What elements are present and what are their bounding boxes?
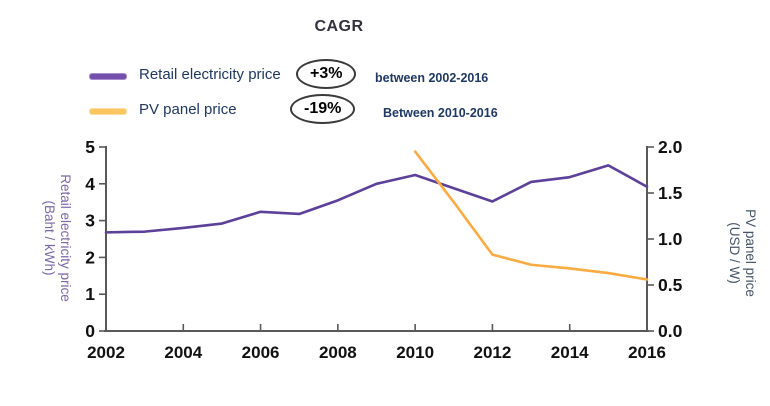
legend-label-retail: Retail electricity price — [139, 66, 281, 83]
legend-period-retail: between 2002-2016 — [375, 71, 489, 85]
right-axis-tick-label: 2.0 — [658, 137, 683, 157]
retail-electricity-price-line — [104, 164, 649, 234]
x-axis-tick-label: 2012 — [474, 343, 512, 362]
legend-label-pv: PV panel price — [139, 101, 237, 118]
left-axis-tick-label: 5 — [85, 137, 95, 157]
cagr-badge-retail: +3% — [296, 59, 357, 89]
left-axis-tick-label: 0 — [85, 321, 95, 341]
x-axis-tick-label: 2008 — [319, 343, 357, 362]
x-axis-tick-label: 2004 — [164, 343, 202, 362]
right-axis-tick-label: 1.5 — [658, 183, 683, 203]
x-axis-tick-label: 2010 — [396, 343, 434, 362]
pv-line-swatch — [90, 109, 126, 114]
right-axis-tick-label: 1.0 — [658, 229, 683, 249]
x-axis-tick-label: 2006 — [242, 343, 280, 362]
pv-panel-price-line — [413, 150, 649, 281]
right-axis-tick-label: 0.0 — [658, 321, 683, 341]
cagr-badge-pv: -19% — [290, 94, 356, 124]
x-axis-tick-label: 2016 — [628, 343, 666, 362]
retail-line-swatch — [90, 74, 126, 79]
cagr-title: CAGR — [314, 18, 364, 35]
x-axis-tick-label: 2002 — [87, 343, 125, 362]
legend-period-pv: Between 2010-2016 — [383, 106, 498, 120]
x-axis-tick-label: 2014 — [551, 343, 589, 362]
left-axis-tick-label: 4 — [85, 174, 95, 194]
right-axis-tick-label: 0.5 — [658, 275, 683, 295]
left-axis-tick-label: 3 — [85, 211, 95, 231]
left-axis-tick-label: 1 — [85, 284, 95, 304]
left-axis-tick-label: 2 — [85, 247, 95, 267]
